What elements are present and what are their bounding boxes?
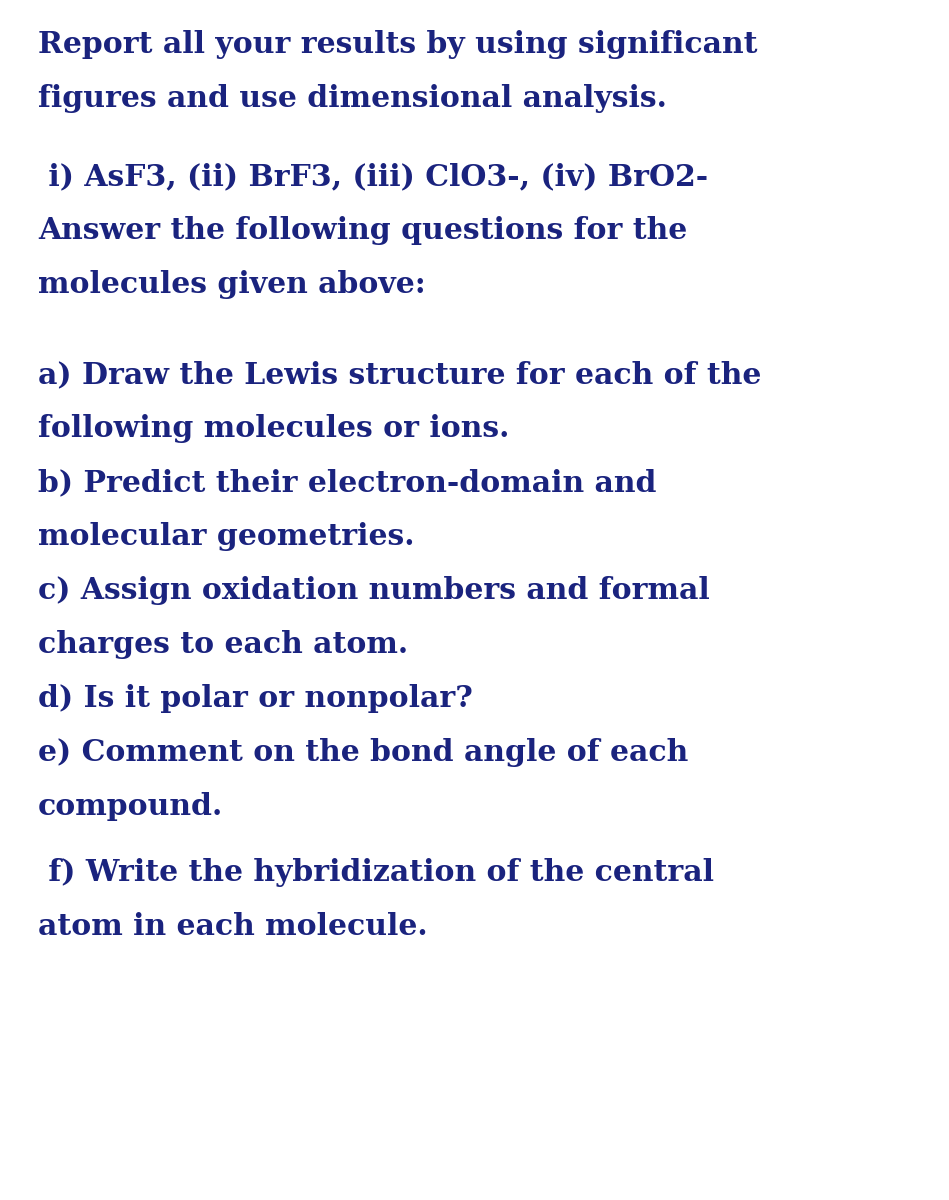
Text: c) Assign oxidation numbers and formal: c) Assign oxidation numbers and formal — [38, 576, 710, 605]
Text: Answer the following questions for the: Answer the following questions for the — [38, 216, 687, 245]
Text: b) Predict their electron-domain and: b) Predict their electron-domain and — [38, 468, 657, 497]
Text: following molecules or ions.: following molecules or ions. — [38, 414, 510, 443]
Text: figures and use dimensional analysis.: figures and use dimensional analysis. — [38, 84, 667, 113]
Text: e) Comment on the bond angle of each: e) Comment on the bond angle of each — [38, 738, 688, 767]
Text: atom in each molecule.: atom in each molecule. — [38, 912, 428, 941]
Text: compound.: compound. — [38, 792, 223, 821]
Text: a) Draw the Lewis structure for each of the: a) Draw the Lewis structure for each of … — [38, 360, 761, 389]
Text: molecular geometries.: molecular geometries. — [38, 522, 415, 551]
Text: d) Is it polar or nonpolar?: d) Is it polar or nonpolar? — [38, 684, 473, 713]
Text: Report all your results by using significant: Report all your results by using signifi… — [38, 30, 757, 59]
Text: charges to each atom.: charges to each atom. — [38, 630, 408, 659]
Text: i) AsF3, (ii) BrF3, (iii) ClO3-, (iv) BrO2-: i) AsF3, (ii) BrF3, (iii) ClO3-, (iv) Br… — [38, 162, 708, 191]
Text: f) Write the hybridization of the central: f) Write the hybridization of the centra… — [38, 858, 714, 887]
Text: molecules given above:: molecules given above: — [38, 270, 426, 299]
